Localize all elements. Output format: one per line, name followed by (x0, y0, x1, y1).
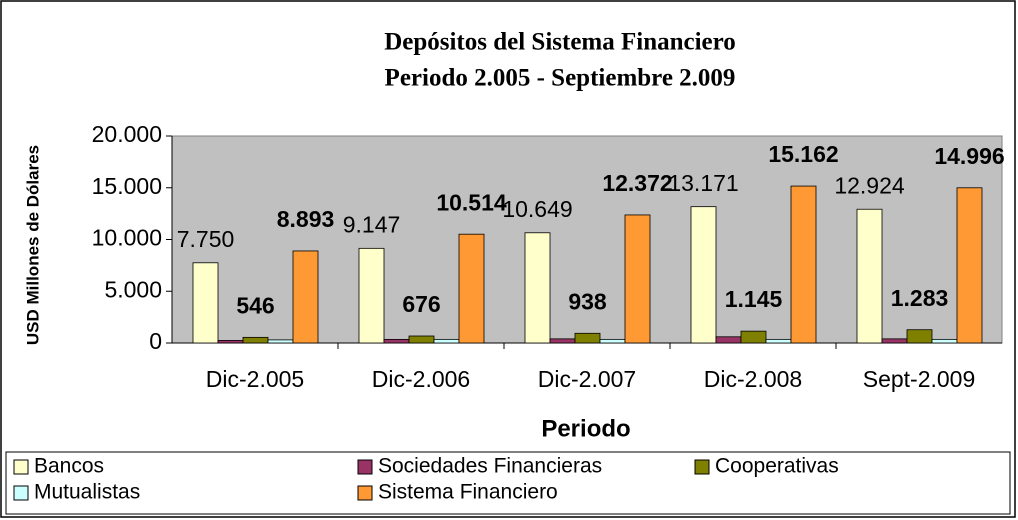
legend-label: Sociedades Financieras (378, 455, 602, 478)
data-label: 15.162 (768, 141, 838, 167)
bar (740, 330, 767, 344)
bar (267, 339, 294, 344)
bar (217, 340, 244, 344)
data-label: 676 (402, 291, 440, 317)
bar (358, 247, 385, 344)
bar (690, 206, 717, 344)
data-label: 7.750 (177, 226, 235, 252)
bar (715, 336, 742, 344)
data-label: 13.171 (668, 170, 738, 196)
bar (574, 332, 601, 344)
bar (856, 208, 883, 344)
y-tick-label: 10.000 (92, 225, 162, 251)
legend-swatch (13, 459, 29, 475)
data-label: 546 (236, 292, 274, 318)
bar (906, 329, 933, 344)
y-tick-label: 20.000 (92, 121, 162, 147)
x-tick-label: Dic-2.006 (372, 366, 470, 392)
x-tick-label: Dic-2.007 (538, 366, 636, 392)
data-label: 1.283 (891, 285, 949, 311)
bar (956, 187, 983, 344)
x-tick-label: Dic-2.005 (206, 366, 304, 392)
legend-box (5, 451, 1011, 515)
y-tick-label: 0 (149, 328, 162, 354)
bar (524, 232, 551, 344)
legend-swatch (357, 459, 373, 475)
y-axis-label: USD Millones de Dólares (23, 145, 42, 345)
bar (790, 185, 817, 344)
bar (931, 338, 958, 344)
x-tick-label: Dic-2.008 (704, 366, 802, 392)
bar (624, 214, 651, 344)
data-label: 10.514 (436, 189, 507, 215)
bar (458, 233, 485, 344)
bar (599, 338, 626, 344)
legend-swatch (694, 459, 710, 475)
bar (383, 338, 410, 344)
data-label: 14.996 (934, 143, 1004, 169)
y-tick-label: 15.000 (92, 173, 162, 199)
x-tick-label: Sept-2.009 (863, 366, 976, 392)
data-label: 10.649 (502, 196, 572, 222)
bar (408, 335, 435, 344)
data-label: 8.893 (277, 206, 335, 232)
bar (549, 338, 576, 344)
bar (433, 338, 460, 344)
data-label: 12.924 (834, 172, 905, 198)
chart-subtitle: Periodo 2.005 - Septiembre 2.009 (385, 65, 736, 92)
legend-swatch (357, 485, 373, 501)
chart-title: Depósitos del Sistema Financiero (384, 29, 736, 56)
bar (881, 338, 908, 344)
legend-swatch (13, 485, 29, 501)
x-axis-label: Periodo (541, 415, 630, 442)
bar (242, 336, 269, 344)
bar (292, 250, 319, 344)
data-label: 1.145 (725, 286, 783, 312)
bar (765, 338, 792, 344)
legend-label: Sistema Financiero (378, 481, 558, 504)
y-tick-label: 5.000 (104, 276, 162, 302)
data-label: 9.147 (343, 211, 401, 237)
legend-label: Mutualistas (34, 481, 140, 504)
legend-label: Cooperativas (715, 455, 839, 478)
legend-label: Bancos (34, 455, 104, 478)
data-label: 938 (568, 288, 607, 314)
data-label: 12.372 (602, 170, 672, 196)
bar (192, 262, 219, 344)
